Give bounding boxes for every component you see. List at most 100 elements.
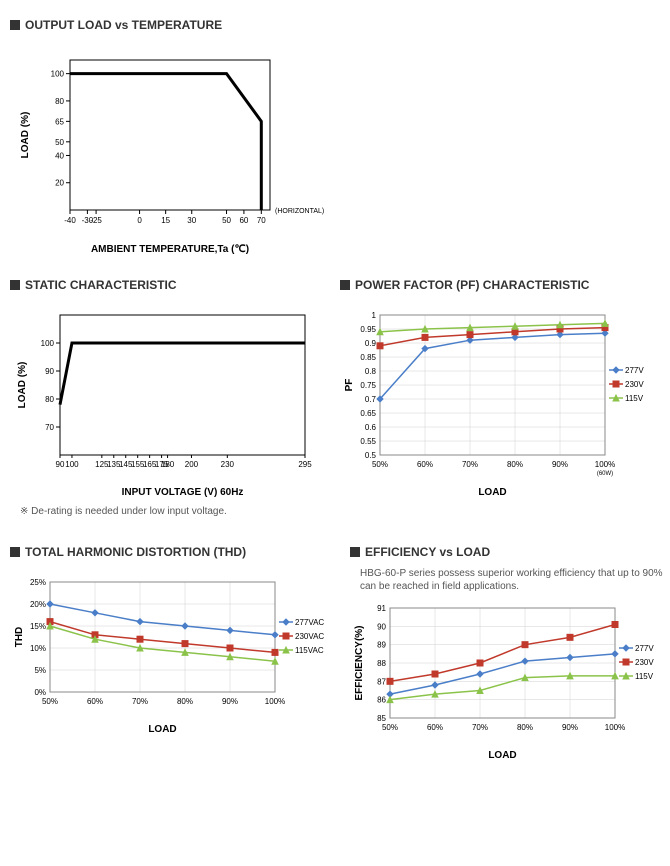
svg-text:20: 20	[55, 179, 64, 188]
svg-text:INPUT VOLTAGE (V) 60Hz: INPUT VOLTAGE (V) 60Hz	[122, 487, 244, 498]
svg-text:90: 90	[377, 622, 386, 631]
svg-text:100%: 100%	[605, 723, 625, 732]
section-title-pf: POWER FACTOR (PF) CHARACTERISTIC	[340, 278, 660, 292]
svg-text:230V: 230V	[635, 658, 654, 667]
svg-text:0.65: 0.65	[360, 409, 376, 418]
section-title-thd: TOTAL HARMONIC DISTORTION (THD)	[10, 545, 330, 559]
svg-text:70: 70	[45, 423, 54, 432]
svg-text:LOAD (%): LOAD (%)	[20, 112, 31, 159]
svg-text:70%: 70%	[132, 697, 148, 706]
title-block-icon	[10, 280, 20, 290]
svg-text:60%: 60%	[87, 697, 103, 706]
section-title-eff: EFFICIENCY vs LOAD	[350, 545, 670, 559]
svg-text:80%: 80%	[517, 723, 533, 732]
svg-text:15%: 15%	[30, 622, 46, 631]
svg-text:LOAD: LOAD	[488, 750, 516, 761]
svg-text:50: 50	[222, 216, 231, 225]
svg-text:65: 65	[55, 117, 64, 126]
svg-text:87: 87	[377, 677, 386, 686]
svg-text:90%: 90%	[552, 460, 568, 469]
svg-text:20%: 20%	[30, 600, 46, 609]
svg-text:0.9: 0.9	[365, 339, 377, 348]
section-title-static: STATIC CHARACTERISTIC	[10, 278, 320, 292]
svg-text:80: 80	[45, 395, 54, 404]
svg-text:25%: 25%	[30, 578, 46, 587]
svg-text:80%: 80%	[507, 460, 523, 469]
title-block-icon	[10, 547, 20, 557]
chart1-title: OUTPUT LOAD vs TEMPERATURE	[25, 18, 222, 32]
svg-text:LOAD: LOAD	[148, 724, 176, 735]
svg-text:70: 70	[257, 216, 266, 225]
svg-text:50%: 50%	[372, 460, 388, 469]
svg-text:30: 30	[187, 216, 196, 225]
title-block-icon	[340, 280, 350, 290]
svg-text:115V: 115V	[635, 672, 654, 681]
chart3-title: POWER FACTOR (PF) CHARACTERISTIC	[355, 278, 589, 292]
chart2-title: STATIC CHARACTERISTIC	[25, 278, 177, 292]
svg-text:230: 230	[221, 460, 235, 469]
svg-text:90%: 90%	[222, 697, 238, 706]
svg-text:(HORIZONTAL): (HORIZONTAL)	[275, 208, 324, 215]
svg-text:86: 86	[377, 696, 386, 705]
svg-text:LOAD: LOAD	[478, 487, 506, 498]
svg-text:70%: 70%	[472, 723, 488, 732]
svg-text:100%: 100%	[265, 697, 285, 706]
chart5-efficiency: 8586878889909150%60%70%80%90%100%277V230…	[350, 593, 670, 763]
svg-text:0.95: 0.95	[360, 325, 376, 334]
svg-text:277V: 277V	[625, 366, 644, 375]
svg-text:15: 15	[161, 216, 170, 225]
svg-text:-25: -25	[90, 216, 102, 225]
chart4-thd: 0% 5% 10% 15% 20% 25% 50% 60% 70% 80% 90% 100% 277VA…	[10, 567, 330, 737]
svg-text:50%: 50%	[382, 723, 398, 732]
svg-text:200: 200	[185, 460, 199, 469]
svg-text:0.75: 0.75	[360, 381, 376, 390]
chart2-note: ※ De-rating is needed under low input vo…	[20, 506, 320, 517]
svg-text:5%: 5%	[34, 666, 46, 675]
svg-text:90: 90	[56, 460, 65, 469]
svg-text:0.7: 0.7	[365, 395, 377, 404]
svg-text:100: 100	[41, 339, 55, 348]
svg-text:90: 90	[45, 367, 54, 376]
svg-text:0.8: 0.8	[365, 367, 377, 376]
chart5-subtitle: HBG-60-P series possess superior working…	[360, 567, 670, 593]
chart3-power-factor: 0.50.550.60.650.70.750.80.850.90.95150%6…	[340, 300, 660, 500]
svg-text:(60W): (60W)	[597, 471, 613, 477]
chart4-title: TOTAL HARMONIC DISTORTION (THD)	[25, 545, 246, 559]
svg-text:277VAC: 277VAC	[295, 618, 324, 627]
svg-text:0%: 0%	[34, 688, 46, 697]
svg-text:180: 180	[161, 460, 175, 469]
chart1-output-load-vs-temp: 2040506580100-40-30-2501530506070(HORIZO…	[10, 40, 660, 260]
svg-text:100: 100	[51, 70, 65, 79]
svg-text:PF: PF	[344, 379, 355, 392]
svg-text:60: 60	[239, 216, 248, 225]
svg-text:91: 91	[377, 604, 386, 613]
svg-text:-40: -40	[64, 216, 76, 225]
svg-text:230V: 230V	[625, 380, 644, 389]
svg-text:90%: 90%	[562, 723, 578, 732]
svg-text:50%: 50%	[42, 697, 58, 706]
svg-text:0.5: 0.5	[365, 451, 377, 460]
svg-text:0.55: 0.55	[360, 437, 376, 446]
title-block-icon	[350, 547, 360, 557]
svg-text:0: 0	[137, 216, 142, 225]
svg-text:100%: 100%	[595, 460, 615, 469]
svg-text:115VAC: 115VAC	[295, 646, 324, 655]
svg-text:LOAD (%): LOAD (%)	[17, 362, 28, 409]
svg-text:40: 40	[55, 151, 64, 160]
svg-text:85: 85	[377, 714, 386, 723]
svg-text:80: 80	[55, 97, 64, 106]
svg-text:60%: 60%	[417, 460, 433, 469]
title-block-icon	[10, 20, 20, 30]
svg-text:80%: 80%	[177, 697, 193, 706]
chart2-static-characteristic: 7080901009010012513514515516517518020023…	[10, 300, 320, 500]
svg-text:10%: 10%	[30, 644, 46, 653]
svg-text:70%: 70%	[462, 460, 478, 469]
svg-text:100: 100	[65, 460, 79, 469]
svg-text:EFFICIENCY(%): EFFICIENCY(%)	[354, 626, 365, 701]
svg-text:AMBIENT TEMPERATURE,Ta (℃): AMBIENT TEMPERATURE,Ta (℃)	[91, 244, 249, 255]
svg-text:0.85: 0.85	[360, 353, 376, 362]
svg-text:0.6: 0.6	[365, 423, 377, 432]
svg-text:115V: 115V	[625, 394, 644, 403]
svg-text:295: 295	[298, 460, 312, 469]
svg-text:50: 50	[55, 138, 64, 147]
